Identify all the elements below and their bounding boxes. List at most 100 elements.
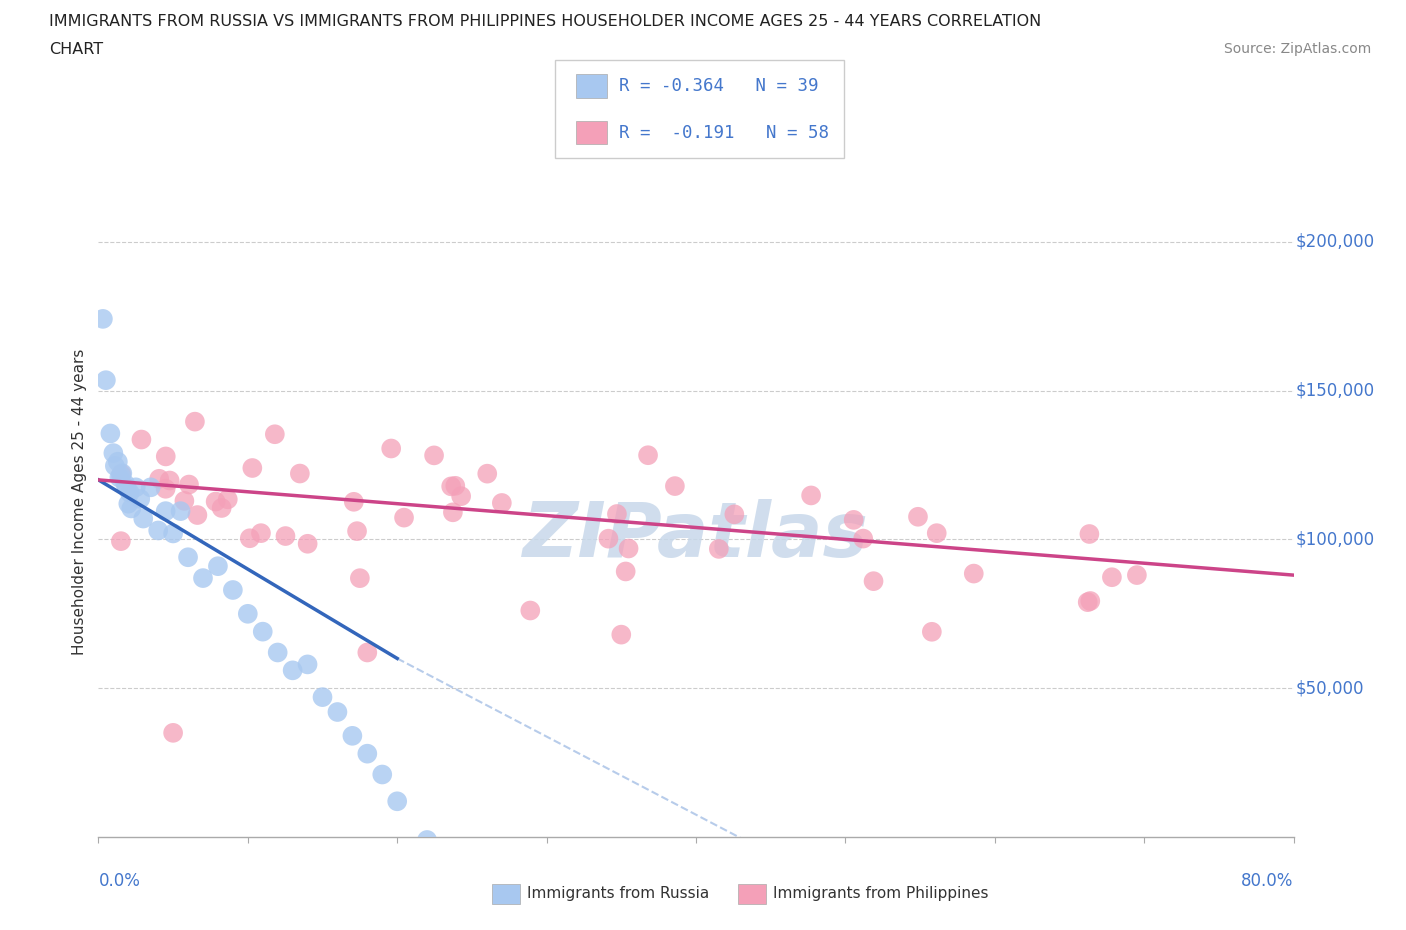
Point: [907, 510, 929, 525]
Point: [148, 523, 170, 538]
Point: [211, 500, 233, 515]
Point: [346, 524, 368, 538]
Point: [184, 414, 207, 429]
Point: [326, 705, 349, 720]
Text: R = -0.364   N = 39: R = -0.364 N = 39: [619, 76, 818, 95]
Point: [107, 454, 129, 469]
Point: [921, 624, 943, 639]
Point: [108, 470, 131, 485]
Point: [842, 512, 865, 527]
Point: [239, 531, 262, 546]
Point: [162, 725, 184, 740]
Text: Source: ZipAtlas.com: Source: ZipAtlas.com: [1223, 42, 1371, 56]
Point: [91, 312, 114, 326]
Point: [162, 526, 184, 541]
Point: [441, 505, 464, 520]
Point: [610, 627, 633, 642]
Point: [104, 458, 127, 473]
Text: CHART: CHART: [49, 42, 103, 57]
Text: $150,000: $150,000: [1296, 381, 1375, 400]
Point: [118, 485, 141, 500]
Point: [1101, 570, 1123, 585]
Text: $200,000: $200,000: [1296, 232, 1375, 251]
Point: [155, 504, 177, 519]
Point: [637, 447, 659, 462]
Point: [117, 497, 139, 512]
Text: Immigrants from Philippines: Immigrants from Philippines: [773, 886, 988, 901]
Point: [207, 559, 229, 574]
Point: [723, 507, 745, 522]
Point: [281, 663, 304, 678]
Point: [606, 507, 628, 522]
Point: [614, 564, 637, 578]
Text: $100,000: $100,000: [1296, 530, 1375, 549]
Point: [380, 441, 402, 456]
Point: [217, 492, 239, 507]
Point: [250, 525, 273, 540]
Point: [129, 491, 152, 506]
Point: [252, 624, 274, 639]
Point: [110, 534, 132, 549]
Point: [477, 466, 499, 481]
Point: [356, 746, 378, 761]
Text: IMMIGRANTS FROM RUSSIA VS IMMIGRANTS FROM PHILIPPINES HOUSEHOLDER INCOME AGES 25: IMMIGRANTS FROM RUSSIA VS IMMIGRANTS FRO…: [49, 14, 1042, 29]
Text: 80.0%: 80.0%: [1241, 871, 1294, 890]
Point: [311, 690, 333, 705]
Point: [963, 566, 986, 581]
Point: [177, 550, 200, 565]
Point: [120, 501, 142, 516]
Point: [222, 582, 245, 597]
Point: [111, 466, 134, 481]
Point: [139, 480, 162, 495]
Point: [444, 478, 467, 493]
Point: [115, 481, 138, 496]
Point: [450, 489, 472, 504]
Point: [173, 494, 195, 509]
Point: [267, 645, 290, 660]
Point: [263, 427, 285, 442]
Point: [617, 541, 640, 556]
Point: [1077, 594, 1099, 609]
Text: R =  -0.191   N = 58: R = -0.191 N = 58: [619, 124, 828, 142]
Point: [103, 445, 125, 460]
Point: [132, 512, 155, 526]
Point: [371, 767, 394, 782]
Point: [110, 468, 132, 483]
Point: [297, 537, 319, 551]
Text: Immigrants from Russia: Immigrants from Russia: [527, 886, 710, 901]
Point: [598, 531, 620, 546]
Point: [155, 482, 177, 497]
Point: [423, 448, 446, 463]
Point: [240, 460, 263, 475]
Point: [440, 479, 463, 494]
Point: [343, 495, 366, 510]
Point: [1078, 593, 1101, 608]
Point: [159, 473, 181, 488]
Point: [274, 528, 297, 543]
Point: [385, 794, 409, 809]
Point: [491, 496, 513, 511]
Text: ZIPatlas: ZIPatlas: [523, 498, 869, 573]
Point: [862, 574, 884, 589]
Point: [707, 541, 730, 556]
Point: [236, 606, 259, 621]
Point: [297, 657, 319, 671]
Text: $50,000: $50,000: [1296, 679, 1364, 698]
Point: [148, 472, 170, 486]
Point: [852, 531, 875, 546]
Point: [155, 449, 177, 464]
Point: [800, 488, 823, 503]
Y-axis label: Householder Income Ages 25 - 44 years: Householder Income Ages 25 - 44 years: [72, 349, 87, 656]
Point: [177, 477, 200, 492]
Point: [519, 603, 541, 618]
Point: [288, 466, 311, 481]
Point: [342, 728, 364, 743]
Point: [131, 432, 153, 447]
Point: [191, 571, 214, 586]
Point: [1126, 567, 1149, 582]
Point: [125, 480, 148, 495]
Point: [204, 494, 226, 509]
Point: [98, 426, 122, 441]
Point: [114, 476, 136, 491]
Point: [169, 504, 191, 519]
